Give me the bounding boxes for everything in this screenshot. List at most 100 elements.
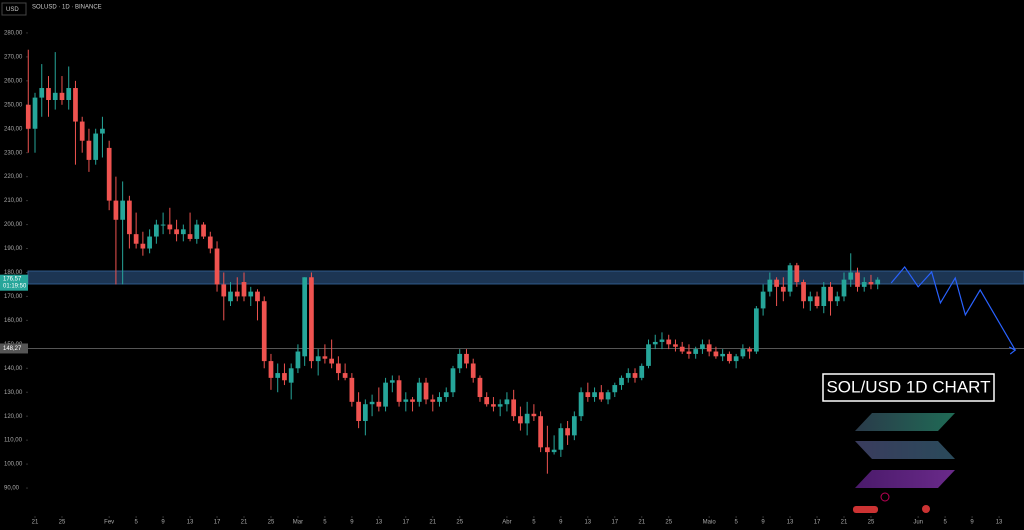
x-tick-label: 25 bbox=[268, 520, 275, 526]
candle-body bbox=[545, 447, 550, 453]
y-tick-label: 220,00 bbox=[4, 174, 23, 180]
x-tick-label: Fev bbox=[104, 520, 114, 526]
candle-body bbox=[396, 380, 402, 402]
candle-body bbox=[834, 296, 840, 302]
x-tick-label: 9 bbox=[350, 520, 354, 526]
x-tick-label: 25 bbox=[456, 520, 463, 526]
y-tick-label: 270,00 bbox=[4, 54, 23, 60]
projection-arrow bbox=[1008, 346, 1017, 355]
candle-body bbox=[565, 428, 570, 436]
level-label: 148,27 bbox=[3, 346, 22, 352]
footer-icons bbox=[853, 492, 930, 513]
candle-body bbox=[228, 291, 233, 302]
candle-body bbox=[504, 399, 510, 405]
candle-body bbox=[302, 277, 308, 357]
x-tick-label: 17 bbox=[611, 520, 618, 526]
candle-body bbox=[848, 272, 854, 280]
x-tick-label: 21 bbox=[32, 520, 39, 526]
x-tick-label: 13 bbox=[187, 520, 194, 526]
logo-bar bbox=[855, 413, 955, 431]
resistance-zone bbox=[27, 270, 1024, 285]
candle-body bbox=[356, 401, 361, 421]
x-tick-label: 13 bbox=[375, 520, 382, 526]
candle-body bbox=[154, 224, 159, 237]
candle-body bbox=[295, 351, 301, 369]
candle-body bbox=[376, 401, 382, 407]
candle-body bbox=[450, 368, 456, 393]
candle-body bbox=[612, 385, 618, 393]
x-tick-label: 17 bbox=[214, 520, 221, 526]
candle-body bbox=[720, 353, 726, 357]
x-tick-label: Abr bbox=[502, 520, 511, 526]
last-price-tag bbox=[0, 274, 28, 291]
candle-body bbox=[207, 236, 213, 249]
candle-body bbox=[362, 404, 368, 421]
x-tick-label: 9 bbox=[970, 520, 974, 526]
candle-body bbox=[369, 401, 375, 405]
candle-body bbox=[625, 373, 631, 378]
candle-body bbox=[282, 373, 287, 381]
x-tick-label: 25 bbox=[868, 520, 875, 526]
candle-body bbox=[160, 224, 166, 226]
candle-body bbox=[551, 449, 557, 453]
candle-body bbox=[329, 358, 334, 364]
candle-body bbox=[747, 349, 752, 352]
candle-body bbox=[403, 399, 409, 402]
icon bbox=[853, 506, 878, 513]
candle-body bbox=[632, 373, 638, 378]
candle-body bbox=[52, 92, 58, 101]
candle-body bbox=[383, 382, 388, 407]
symbol-header: SOLUSD · 1D · BINANCE bbox=[32, 5, 102, 11]
x-tick-label: 21 bbox=[638, 520, 645, 526]
y-tick-label: 130,00 bbox=[4, 390, 23, 396]
candle-body bbox=[201, 224, 206, 237]
candle-body bbox=[484, 397, 490, 405]
x-tick-label: Jun bbox=[913, 520, 923, 526]
candle-body bbox=[410, 399, 415, 402]
candle-body bbox=[679, 346, 685, 352]
candle-body bbox=[740, 349, 746, 357]
candle-body bbox=[46, 88, 51, 101]
y-tick-label: 170,00 bbox=[4, 294, 23, 300]
x-tick-label: 21 bbox=[841, 520, 848, 526]
candle-body bbox=[66, 88, 72, 101]
x-tick-label: 5 bbox=[943, 520, 947, 526]
candle-body bbox=[700, 344, 705, 350]
y-tick-label: 140,00 bbox=[4, 366, 23, 372]
x-tick-label: Mar bbox=[293, 520, 303, 526]
candle-body bbox=[336, 363, 341, 374]
candle-body bbox=[585, 392, 591, 398]
icon bbox=[880, 492, 890, 502]
candle-body bbox=[32, 97, 38, 129]
y-tick-label: 90,00 bbox=[4, 486, 20, 492]
title-box bbox=[822, 373, 995, 402]
candle-body bbox=[666, 339, 672, 345]
x-tick-label: 21 bbox=[241, 520, 248, 526]
candle-body bbox=[430, 399, 436, 402]
x-tick-label: 25 bbox=[665, 520, 672, 526]
y-tick-label: 280,00 bbox=[4, 31, 23, 37]
x-tick-label: 5 bbox=[134, 520, 138, 526]
y-tick-label: 240,00 bbox=[4, 126, 23, 132]
candle-body bbox=[538, 416, 543, 448]
candle-body bbox=[868, 282, 874, 285]
candle-body bbox=[342, 373, 348, 378]
candle-body bbox=[187, 234, 193, 239]
candle-body bbox=[787, 265, 793, 292]
candle-body bbox=[754, 308, 759, 352]
candle-body bbox=[59, 92, 65, 101]
solana-logo bbox=[855, 413, 955, 488]
candle-body bbox=[133, 234, 139, 244]
x-tick-label: 9 bbox=[761, 520, 765, 526]
candle-body bbox=[443, 392, 449, 398]
y-tick-label: 190,00 bbox=[4, 246, 23, 252]
y-tick-label: 230,00 bbox=[4, 150, 23, 156]
candle-body bbox=[598, 392, 604, 400]
candle-body bbox=[221, 284, 227, 297]
candle-body bbox=[767, 279, 773, 292]
candle-body bbox=[25, 104, 31, 129]
y-tick-label: 120,00 bbox=[4, 414, 23, 420]
candle-body bbox=[477, 377, 483, 398]
